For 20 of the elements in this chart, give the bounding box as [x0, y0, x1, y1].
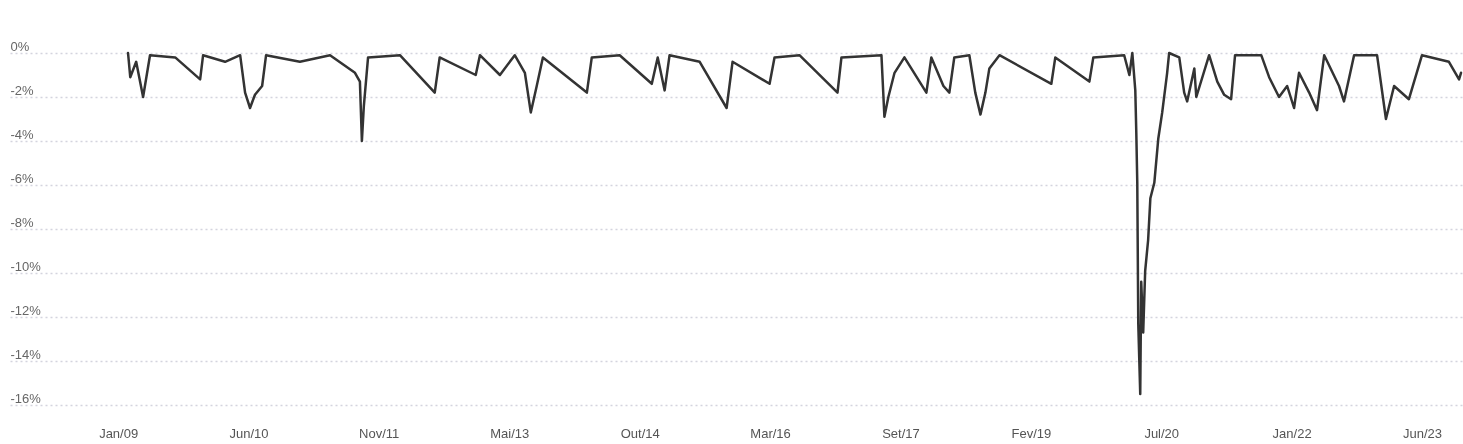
x-tick-label: Jan/09	[99, 425, 139, 441]
x-tick-label: Jan/22	[1272, 425, 1312, 441]
y-tick-label: -6%	[10, 170, 35, 186]
y-tick-label: -8%	[10, 214, 35, 230]
x-tick-label: Mai/13	[490, 425, 530, 441]
y-tick-label: -10%	[10, 258, 42, 274]
y-tick-label: -4%	[10, 126, 35, 142]
x-tick-label: Mar/16	[750, 425, 791, 441]
x-tick-label: Nov/11	[359, 425, 400, 441]
y-tick-label: -16%	[10, 390, 42, 406]
x-tick-label: Jun/10	[229, 425, 269, 441]
y-tick-label: -14%	[10, 346, 42, 362]
y-tick-label: -12%	[10, 302, 42, 318]
y-tick-label: 0%	[10, 38, 30, 54]
y-tick-label: -2%	[10, 82, 35, 98]
x-tick-label: Fev/19	[1011, 425, 1052, 441]
x-tick-label: Jun/23	[1402, 425, 1443, 441]
x-tick-label: Set/17	[882, 425, 920, 441]
x-tick-label: Jul/20	[1144, 425, 1180, 441]
x-tick-label: Out/14	[620, 425, 660, 441]
